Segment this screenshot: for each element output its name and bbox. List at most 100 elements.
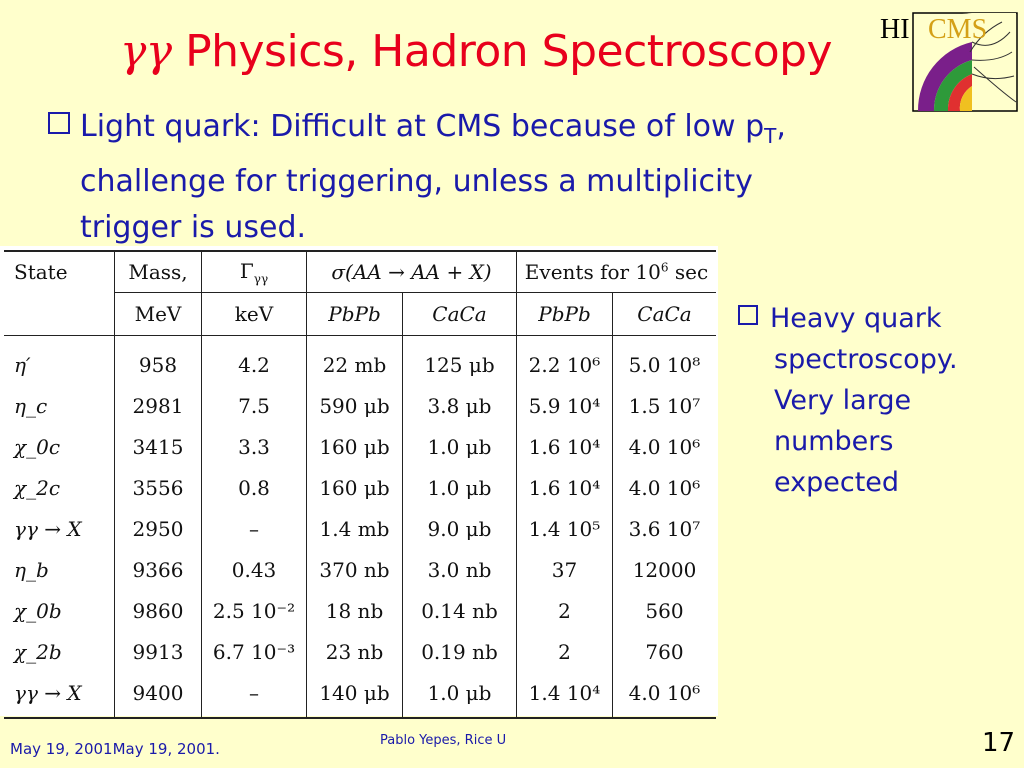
- table-row: χ_0b 9860 2.5 10⁻² 18 nb 0.14 nb 2 560: [4, 590, 716, 631]
- cms-detector-icon: [912, 12, 1018, 112]
- spectroscopy-table: State Mass, Γγγ σ(AA → AA + X) Events fo…: [4, 250, 716, 719]
- table-cell-state: η_c: [4, 385, 115, 426]
- table-cell-e-ca: 1.5 10⁷: [628, 393, 701, 418]
- side-line-1: Heavy quark: [770, 303, 942, 334]
- table-cell-s-ca: 1.0 μb: [402, 672, 517, 719]
- table-cell-gamma: 4.2: [201, 335, 307, 385]
- table-cell-e-ca: 3.6 10⁷: [628, 516, 701, 541]
- header-events-caca: CaCa: [612, 292, 716, 336]
- table-cell-mass: 9913: [114, 631, 202, 672]
- bullet-subscript: T: [764, 124, 777, 148]
- bullet-light-quark: Light quark: Difficult at CMS because of…: [48, 104, 948, 251]
- table-row: γγ → X 2950–1.4 mb 9.0 μb 1.4 10⁵ 3.6 10⁷: [4, 508, 716, 549]
- table-cell-gamma: –: [201, 672, 307, 719]
- header-state: State: [4, 250, 115, 336]
- bullet-line-1-tail: ,: [776, 109, 786, 144]
- title-symbol: γγ: [120, 26, 172, 77]
- table-cell-mass: 958: [114, 335, 202, 385]
- table-cell-state: χ_2c: [4, 467, 115, 508]
- header-sigma-pbpb: PbPb: [306, 292, 403, 336]
- header-gamma: Γγγ: [201, 250, 307, 293]
- table-cell-e-pb: 1.6 10⁴: [516, 426, 613, 467]
- table-row: η_c 2981 7.5 590 μb 3.8 μb 5.9 10⁴ 1.5 10⁷: [4, 385, 716, 426]
- table-cell-s-ca: 0.14 nb: [402, 590, 517, 631]
- table-cell-gamma: 3.3: [201, 426, 307, 467]
- slide-title: γγ Physics, Hadron Spectroscopy: [120, 26, 833, 77]
- table-row: η′ 958 4.2 22 mb 125 μb 2.2 10⁶ 5.0 10⁸: [4, 335, 716, 385]
- table-cell-s-pb: 370 nb: [306, 549, 403, 590]
- table-cell-mass: 2981: [114, 385, 202, 426]
- bullet-line-2: challenge for triggering, unless a multi…: [80, 164, 753, 199]
- header-sigma-caca: CaCa: [402, 292, 517, 336]
- table-cell-gamma: 7.5: [201, 385, 307, 426]
- table-cell-gamma: 6.7 10⁻³: [201, 631, 307, 672]
- table-cell-mass: 9860: [114, 590, 202, 631]
- table-cell-e-ca: 4.0 10⁶: [628, 475, 701, 500]
- table-cell-mass: 9400: [114, 672, 202, 719]
- table-cell-e-ca: 5.0 10⁸: [628, 352, 701, 377]
- table-cell-mass: 3556: [114, 467, 202, 508]
- table-cell-s-ca: 1.0 μb: [402, 426, 517, 467]
- table-cell-e-ca: 760: [645, 639, 684, 664]
- table-cell-e-ca: 560: [645, 598, 684, 623]
- logo-cms-text: CMS: [928, 14, 988, 45]
- table-cell-gamma: 0.43: [201, 549, 307, 590]
- table-cell-s-pb: 590 μb: [306, 385, 403, 426]
- side-line-4: numbers: [774, 426, 894, 457]
- bullet-line-1: Light quark: Difficult at CMS because of…: [80, 109, 765, 144]
- spectroscopy-table-image: State Mass, Γγγ σ(AA → AA + X) Events fo…: [0, 246, 718, 719]
- table-row: η_b 9366 0.43 370 nb 3.0 nb 37 12000: [4, 549, 716, 590]
- header-mass: Mass,: [114, 250, 202, 293]
- table-cell-e-pb: 1.4 10⁴: [516, 672, 613, 719]
- table-cell-s-pb: 22 mb: [306, 335, 403, 385]
- table-cell-e-pb: 2: [516, 631, 613, 672]
- checkbox-bullet-icon: [48, 112, 70, 134]
- page-number: 17: [982, 728, 1016, 758]
- table-cell-s-ca: 9.0 μb: [402, 508, 517, 549]
- table-cell-s-ca: 3.8 μb: [402, 385, 517, 426]
- table-cell-e-pb: 2.2 10⁶: [516, 335, 613, 385]
- side-line-5: expected: [774, 467, 900, 498]
- header-events-pbpb: PbPb: [516, 292, 613, 336]
- table-cell-e-pb: 2: [516, 590, 613, 631]
- logo-hi-text: HI: [880, 14, 910, 45]
- table-row: χ_2b 9913 6.7 10⁻³ 23 nb 0.19 nb 2 760: [4, 631, 716, 672]
- table-cell-state: χ_2b: [4, 631, 115, 672]
- bullet-heavy-quark: Heavy quark spectroscopy. Very large num…: [738, 298, 1008, 503]
- table-cell-gamma: 0.8: [201, 467, 307, 508]
- table-cell-state: χ_0b: [4, 590, 115, 631]
- side-line-2: spectroscopy.: [774, 344, 958, 375]
- table-cell-state: γγ → X: [4, 672, 115, 719]
- side-line-3: Very large: [774, 385, 912, 416]
- table-cell-s-pb: 18 nb: [306, 590, 403, 631]
- table-cell-state: γγ → X: [4, 508, 115, 549]
- header-events: Events for 106 sec: [516, 250, 716, 293]
- table-cell-e-pb: 1.6 10⁴: [516, 467, 613, 508]
- table-cell-s-pb: 1.4 mb: [306, 508, 403, 549]
- table-cell-state: η_b: [4, 549, 115, 590]
- header-gamma-unit: keV: [201, 292, 307, 336]
- table-cell-e-ca: 4.0 10⁶: [612, 672, 716, 719]
- footer-date: May 19, 2001May 19, 2001.: [10, 740, 220, 758]
- table-cell-mass: 3415: [114, 426, 202, 467]
- table-cell-s-ca: 0.19 nb: [402, 631, 517, 672]
- checkbox-bullet-icon: [738, 305, 758, 325]
- table-row: χ_0c 3415 3.3 160 μb 1.0 μb 1.6 10⁴ 4.0 10⁶: [4, 426, 716, 467]
- header-sigma: σ(AA → AA + X): [306, 250, 517, 293]
- table-cell-state: χ_0c: [4, 426, 115, 467]
- table-cell-e-ca: 4.0 10⁶: [628, 434, 701, 459]
- title-text: Physics, Hadron Spectroscopy: [171, 26, 833, 77]
- table-cell-s-ca: 3.0 nb: [402, 549, 517, 590]
- table-cell-state: η′: [4, 335, 115, 385]
- table-cell-e-pb: 1.4 10⁵: [516, 508, 613, 549]
- table-cell-s-pb: 23 nb: [306, 631, 403, 672]
- table-cell-gamma: 2.5 10⁻²: [201, 590, 307, 631]
- hi-cms-logo: HI CMS: [878, 10, 1018, 112]
- table-cell-e-pb: 37: [516, 549, 613, 590]
- table-cell-s-ca: 125 μb: [402, 335, 517, 385]
- table-cell-e-ca: 12000: [632, 557, 697, 582]
- table-cell-s-pb: 140 μb: [306, 672, 403, 719]
- table-row: γγ → X 9400–140 μb 1.0 μb 1.4 10⁴ 4.0 10⁶: [4, 672, 716, 719]
- table-cell-gamma: –: [201, 508, 307, 549]
- table-cell-s-pb: 160 μb: [306, 426, 403, 467]
